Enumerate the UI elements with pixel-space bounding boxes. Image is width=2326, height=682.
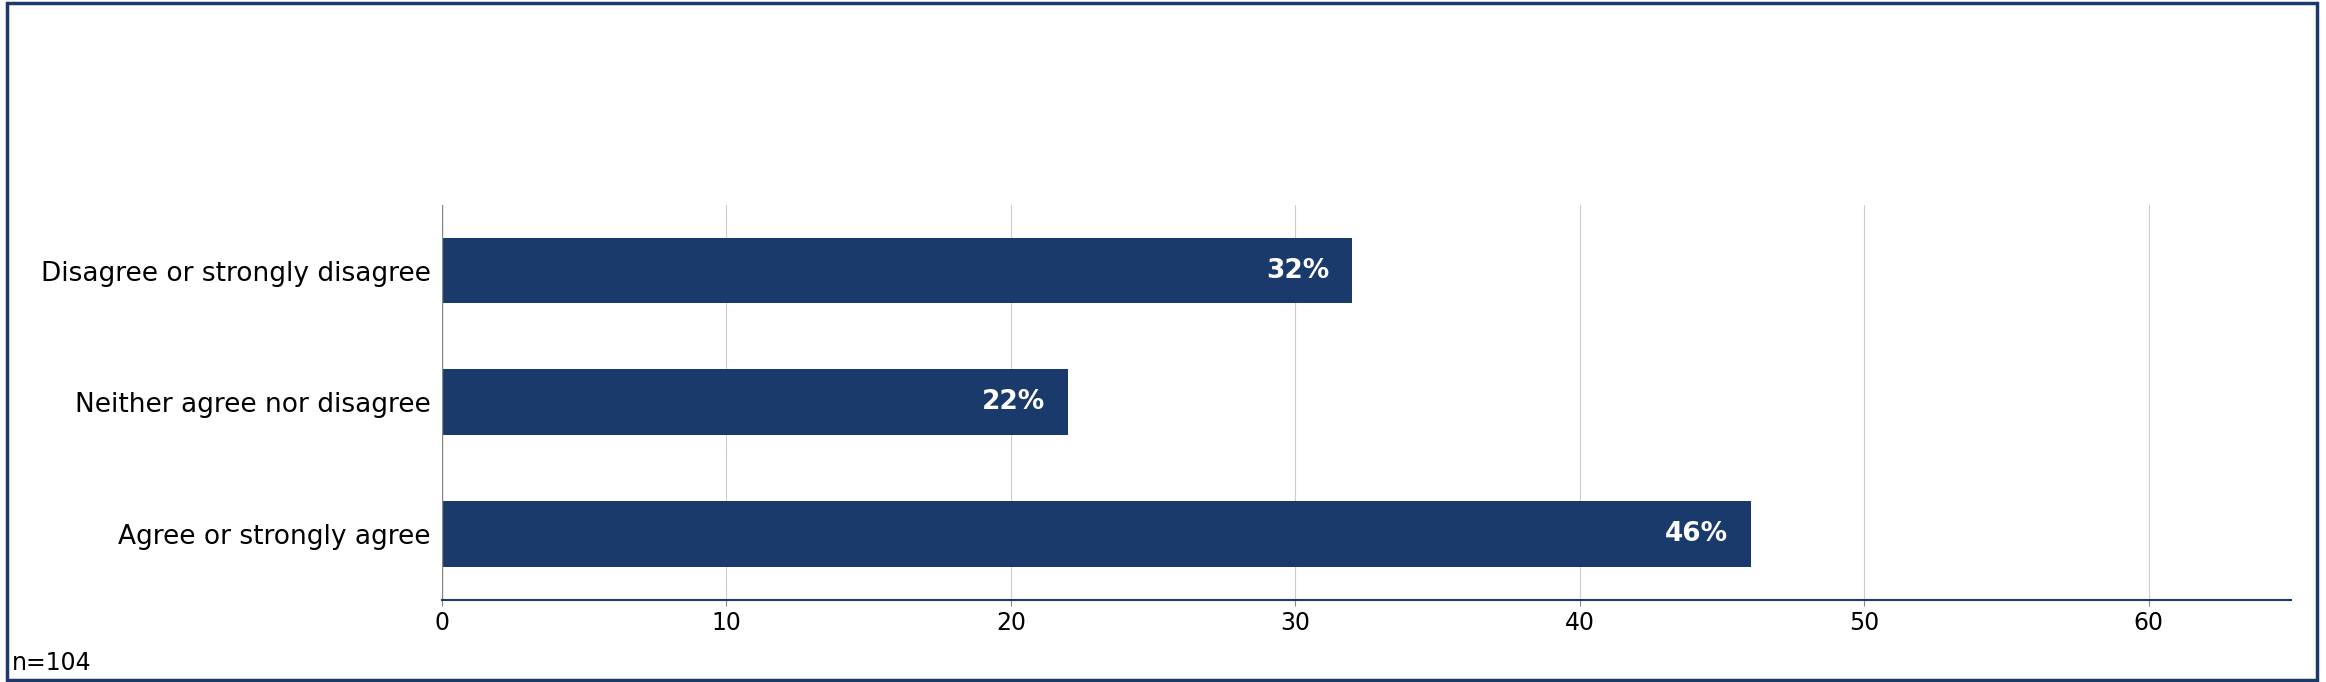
Text: 32%: 32%: [1265, 258, 1330, 284]
Text: 22%: 22%: [982, 389, 1044, 415]
Text: n=104: n=104: [12, 651, 91, 675]
Text: The automated screening, interview experience, and/or testing was accessible.: The automated screening, interview exper…: [416, 72, 1910, 105]
Bar: [442, 370, 1068, 435]
Text: 46%: 46%: [1665, 521, 1728, 547]
Bar: [442, 501, 1751, 567]
Bar: [442, 237, 1351, 303]
